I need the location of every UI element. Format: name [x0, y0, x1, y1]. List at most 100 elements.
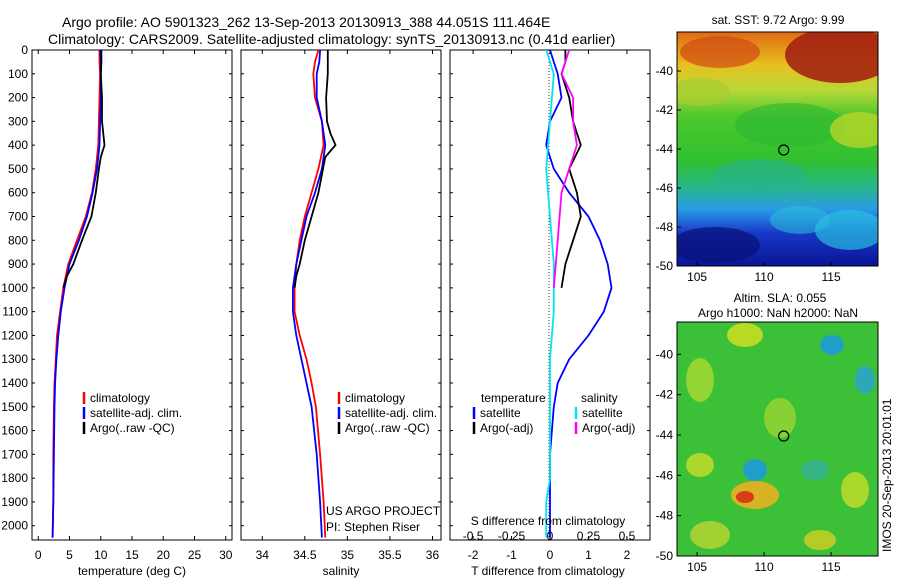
temperature-series-1 [51, 50, 102, 538]
map-x-tick-label: 110 [755, 270, 774, 284]
difference-series-1 [560, 50, 582, 289]
difference-x-ticks: -2 -1 0 1 2 [468, 50, 631, 562]
sst-map-title: sat. SST: 9.72 Argo: 9.99 [712, 13, 845, 27]
sst-map-axis-ticks: 105 110 115 -40 -42 -44 -46 -48 -50 [656, 64, 841, 284]
difference-series-3 [552, 50, 578, 288]
x-tick-label: 35.5 [378, 548, 402, 562]
map-y-tick-label: -50 [656, 549, 674, 563]
depth-tick-label: 900 [8, 257, 28, 271]
x-tick-label: -1 [506, 548, 517, 562]
depth-tick-label: 1700 [1, 447, 28, 461]
salinity-series-1 [291, 50, 327, 538]
t-difference-label: T difference from climatology [471, 564, 625, 578]
depth-tick-label: 800 [8, 233, 28, 247]
depth-tick-label: 1500 [1, 400, 28, 414]
sla-map-panel: Altim. SLA: 0.055 Argo h1000: NaN h2000:… [656, 291, 879, 574]
x-tick-label: 0 [547, 548, 554, 562]
salinity-plot-frame [240, 49, 442, 541]
difference-series-2 [545, 50, 555, 538]
temperature-x-label: temperature (deg C) [78, 564, 186, 578]
sla-map-image [677, 322, 878, 556]
legend-label: Argo(..raw -QC) [345, 421, 430, 435]
map-x-tick-label: 115 [822, 270, 841, 284]
map-x-tick-label: 105 [687, 270, 707, 284]
s-tick-label: -0.5 [463, 529, 484, 543]
difference-panel: -2 -1 0 1 2 -0.5 -0.25 0 0.25 0.5 temperature sal… [449, 49, 651, 578]
depth-tick-label: 1300 [1, 352, 28, 366]
legend-heading: salinity [581, 391, 618, 405]
salinity-x-ticks: 34 34.5 35 35.5 36 [256, 50, 440, 562]
map-y-tick-label: -42 [656, 103, 674, 117]
map-y-tick-label: -48 [656, 509, 674, 523]
argo-float-marker-sla [778, 430, 790, 442]
salinity-series-2 [293, 50, 337, 289]
sst-map-panel: sat. SST: 9.72 Argo: 9.99 105 110 115 -40 -4… [656, 13, 879, 284]
x-tick-label: 36 [426, 548, 440, 562]
legend-label: satellite [582, 406, 623, 420]
depth-tick-label: 1800 [1, 471, 28, 485]
legend-label: climatology [90, 391, 150, 405]
legend-label: Argo(-adj) [582, 421, 635, 435]
x-tick-label: 35 [341, 548, 355, 562]
legend-label: Argo(-adj) [480, 421, 533, 435]
legend-label: satellite-adj. clim. [345, 406, 437, 420]
x-tick-label: 15 [125, 548, 139, 562]
header-line2: Climatology: CARS2009. Satellite-adjuste… [48, 31, 615, 47]
map-x-tick-label: 105 [687, 560, 707, 574]
depth-tick-label: 1000 [1, 281, 28, 295]
temperature-panel: 0100200300400500600700800900100011001200… [1, 43, 650, 578]
depth-tick-label: 1200 [1, 328, 28, 342]
depth-tick-label: 300 [8, 114, 28, 128]
depth-tick-label: 0 [21, 43, 28, 57]
difference-series-0 [545, 50, 613, 538]
temperature-x-ticks: 0 5 10 15 20 25 30 [35, 50, 233, 562]
map-y-tick-label: -40 [656, 347, 674, 361]
header-line1: Argo profile: AO 5901323_262 13-Sep-2013… [62, 14, 550, 30]
sst-map-image [677, 32, 878, 266]
legend-label: satellite [480, 406, 521, 420]
pi-credit: PI: Stephen Riser [326, 520, 420, 534]
s-tick-label: 0.25 [577, 529, 601, 543]
x-tick-label: 0 [35, 548, 42, 562]
map-x-tick-label: 110 [755, 560, 774, 574]
temperature-series-0 [51, 50, 102, 538]
depth-tick-label: 1400 [1, 376, 28, 390]
imos-timestamp: IMOS 20-Sep-2013 20:01:01 [880, 398, 894, 552]
x-tick-label: 25 [188, 548, 202, 562]
map-y-tick-label: -44 [656, 428, 674, 442]
map-y-tick-label: -48 [656, 220, 674, 234]
x-tick-label: 5 [66, 548, 73, 562]
salinity-x-label: salinity [323, 564, 360, 578]
legend-label: Argo(..raw -QC) [90, 421, 175, 435]
depth-tick-label: 1600 [1, 424, 28, 438]
legend-label: climatology [345, 391, 405, 405]
depth-tick-labels: 0 100 200 300 400 500 600 700 800 900 1000 1100 1200… [1, 43, 650, 533]
x-tick-label: -2 [468, 548, 479, 562]
x-tick-label: 2 [624, 548, 631, 562]
map-y-tick-label: -50 [656, 259, 674, 273]
sla-map-frame [676, 321, 879, 557]
map-y-tick-label: -46 [656, 468, 674, 482]
legend-heading: temperature [481, 391, 546, 405]
map-y-tick-label: -42 [656, 388, 674, 402]
map-x-tick-label: 115 [822, 560, 841, 574]
x-tick-label: 34 [256, 548, 270, 562]
argo-float-marker [778, 144, 790, 156]
x-tick-label: 34.5 [293, 548, 317, 562]
depth-tick-label: 1100 [2, 305, 28, 319]
depth-tick-label: 200 [8, 91, 28, 105]
salinity-series-0 [293, 50, 327, 538]
temperature-series-2 [62, 50, 106, 289]
project-credit: US ARGO PROJECT [326, 504, 441, 518]
s-difference-label: S difference from climatology [471, 514, 626, 528]
sla-map-subtitle: Argo h1000: NaN h2000: NaN [698, 306, 858, 320]
depth-tick-label: 700 [8, 210, 28, 224]
map-y-tick-label: -46 [656, 181, 674, 195]
x-tick-label: 20 [157, 548, 171, 562]
depth-tick-label: 400 [8, 138, 28, 152]
difference-legend: temperature salinitysatelliteArgo(-adj)sa… [472, 391, 635, 435]
x-tick-label: 30 [219, 548, 233, 562]
x-tick-label: 10 [94, 548, 108, 562]
